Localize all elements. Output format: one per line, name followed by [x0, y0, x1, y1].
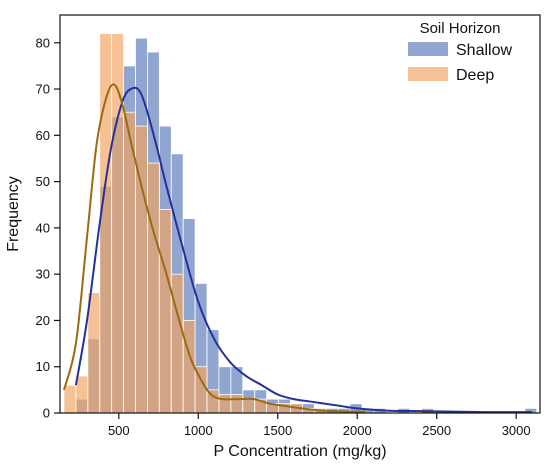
x-axis-label: P Concentration (mg/kg) — [213, 443, 386, 460]
x-tick-label-1500: 1500 — [263, 423, 292, 438]
y-tick-label-10: 10 — [36, 359, 50, 374]
x-tick-label-3000: 3000 — [502, 423, 531, 438]
bar-deep-0 — [63, 384, 77, 414]
kde-line-deep — [63, 83, 366, 413]
legend: Soil Horizon Shallow Deep — [408, 20, 512, 84]
y-tick-label-20: 20 — [36, 313, 50, 328]
legend-swatch-deep — [408, 67, 448, 81]
y-axis-label: Frequency — [5, 176, 22, 252]
y-axis-ticks: 0 10 20 30 40 50 60 70 80 — [36, 35, 60, 421]
y-tick-label-60: 60 — [36, 128, 50, 143]
bar-deep-3 — [99, 33, 113, 414]
legend-title: Soil Horizon — [420, 20, 501, 37]
bar-deep-13 — [218, 394, 232, 414]
y-tick-label-70: 70 — [36, 82, 50, 97]
x-axis-ticks: 500 1000 1500 2000 2500 3000 — [108, 413, 531, 438]
bar-deep-15 — [242, 398, 256, 414]
legend-label-shallow: Shallow — [456, 42, 512, 59]
y-tick-label-0: 0 — [43, 406, 50, 421]
bar-deep-7 — [147, 162, 160, 414]
y-tick-label-50: 50 — [36, 174, 50, 189]
x-tick-label-2000: 2000 — [343, 423, 372, 438]
legend-swatch-shallow — [408, 42, 448, 56]
kde-layer — [63, 83, 533, 414]
bar-deep-1 — [75, 375, 89, 414]
x-tick-label-500: 500 — [108, 423, 130, 438]
bar-deep-2 — [87, 292, 101, 414]
x-tick-label-1000: 1000 — [184, 423, 213, 438]
bar-deep-8 — [158, 208, 172, 414]
y-tick-label-80: 80 — [36, 35, 50, 50]
y-tick-label-30: 30 — [36, 267, 50, 282]
y-tick-label-40: 40 — [36, 220, 50, 235]
legend-label-deep: Deep — [456, 67, 494, 84]
x-tick-label-2500: 2500 — [422, 423, 451, 438]
bar-deep-14 — [230, 394, 244, 414]
plot-frame — [59, 14, 541, 414]
